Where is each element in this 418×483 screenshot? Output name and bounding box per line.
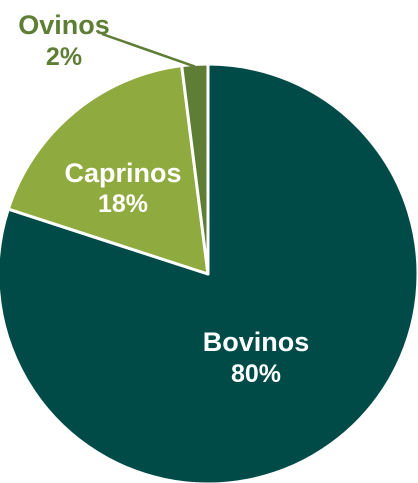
pie-slice-ovinos [180, 62, 210, 276]
slice-label-ovinos: Ovinos [18, 10, 110, 40]
slice-labels: Bovinos 80% Caprinos 18% Ovinos 2% [18, 10, 309, 388]
slice-label-caprinos: Caprinos [64, 158, 181, 188]
slice-label-bovinos: Bovinos [203, 327, 310, 357]
leader-line-ovinos [101, 32, 196, 68]
leader-lines [101, 32, 196, 68]
slice-value-bovinos: 80% [231, 360, 281, 388]
pie-slices [0, 62, 418, 483]
slice-value-ovinos: 2% [46, 43, 82, 71]
slice-value-caprinos: 18% [98, 190, 148, 218]
pie-slice-caprinos [6, 64, 210, 276]
